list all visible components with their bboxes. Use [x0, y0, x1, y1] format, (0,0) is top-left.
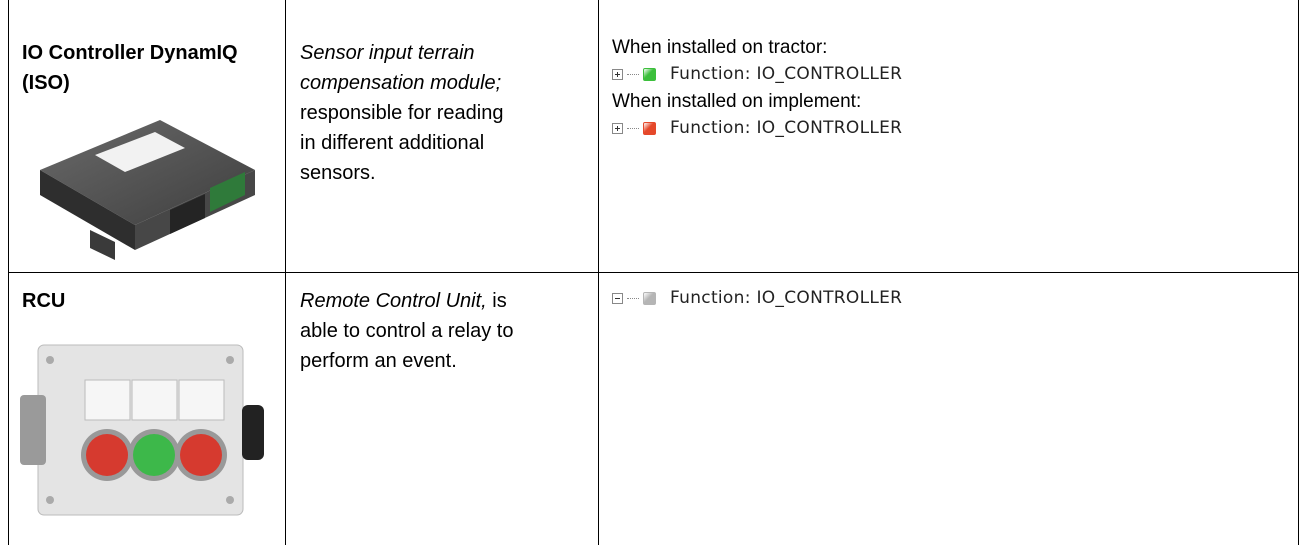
expander [612, 123, 623, 134]
description-line: sensors. [300, 158, 503, 188]
description-line: in different additional [300, 128, 503, 158]
text-segment: Sensor input terrain [300, 42, 475, 64]
description-line: able to control a relay to [300, 316, 513, 346]
description-line: compensation module; [300, 68, 503, 98]
text-segment: sensors. [300, 162, 376, 184]
status-column: Function: IO_CONTROLLER [612, 285, 902, 312]
text-segment: perform an event. [300, 350, 457, 372]
description: Remote Control Unit, is able to control a… [300, 286, 513, 376]
rcu-image [20, 344, 264, 516]
connector [627, 128, 639, 129]
connector [627, 298, 639, 299]
node-label: Function: IO_CONTROLLER [670, 118, 903, 138]
status-column: When installed on tractor: Function: IO_C… [612, 34, 902, 142]
text-segment: is [486, 290, 507, 312]
status-indicator [643, 292, 656, 305]
node-label: Function: IO_CONTROLLER [670, 64, 903, 84]
expander [612, 293, 623, 304]
status-caption: When installed on tractor: [612, 37, 828, 58]
product-name: IO Controller DynamIQ (ISO) [22, 42, 238, 94]
status-indicator [643, 68, 656, 81]
text-segment: Remote Control Unit, [300, 290, 487, 312]
text-segment: compensation module; [300, 72, 502, 94]
description-line: Remote Control Unit, is [300, 286, 513, 316]
text-segment: in different additional [300, 132, 485, 154]
status-caption: When installed on implement: [612, 91, 862, 112]
expander [612, 69, 623, 80]
tree-node: Function: IO_CONTROLLER [612, 61, 902, 88]
tree-node: Function: IO_CONTROLLER [612, 115, 902, 142]
description-line: perform an event. [300, 346, 513, 376]
description: Sensor input terrain compensation module;… [300, 38, 503, 188]
text-segment: responsible for reading [300, 102, 504, 124]
device-image [40, 120, 255, 260]
node-label: Function: IO_CONTROLLER [670, 288, 903, 308]
product-name: RCU [22, 290, 66, 312]
description-line: Sensor input terrain [300, 38, 503, 68]
description-line: responsible for reading [300, 98, 503, 128]
text-segment: able to control a relay to [300, 320, 514, 342]
status-indicator [643, 122, 656, 135]
tree-node: Function: IO_CONTROLLER [612, 285, 902, 312]
connector [627, 74, 639, 75]
table-border [8, 272, 1299, 273]
